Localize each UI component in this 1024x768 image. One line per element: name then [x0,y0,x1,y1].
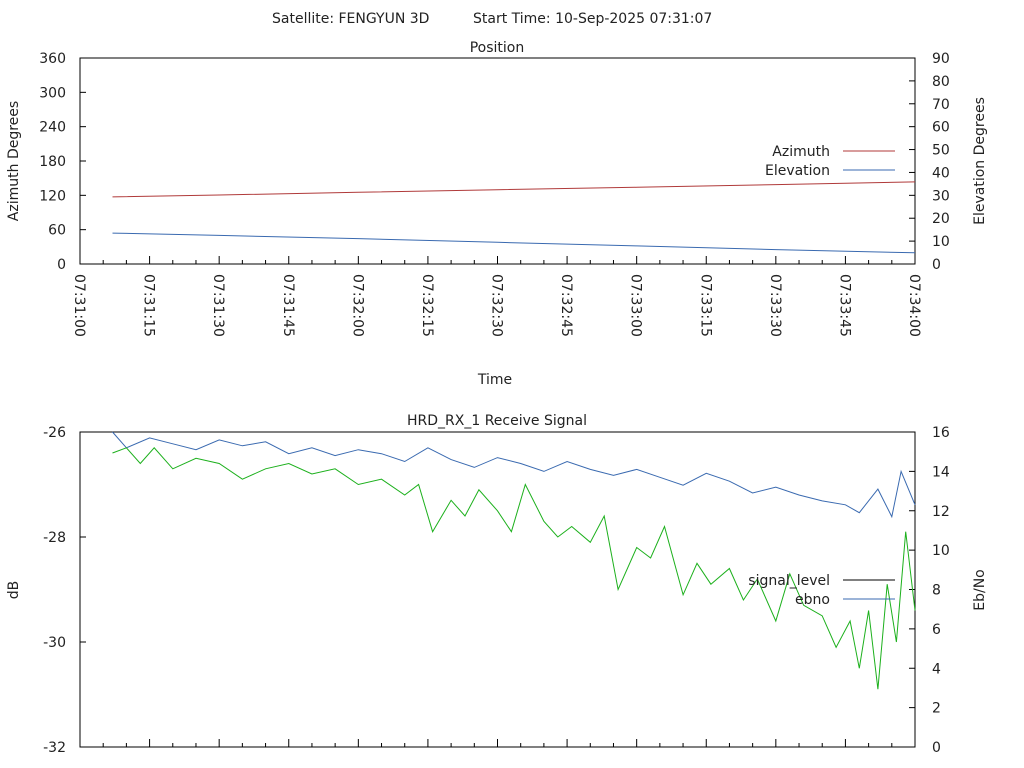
left-y-tick-label: 180 [39,154,66,170]
left-y-tick-label: 120 [39,188,66,204]
position-plot-area [79,57,916,265]
x-tick-label: 07:32:45 [558,274,574,337]
right-y-tick-label: 50 [932,143,950,159]
x-tick-label: 07:33:15 [697,274,713,337]
position-legend: Azimuth Elevation [765,144,895,179]
right-y-tick-label: 30 [932,188,950,204]
right-y-tick-label: 90 [932,51,950,67]
right-y-tick-label: 10 [932,234,950,250]
left-y-tick-label: 0 [57,257,66,273]
satellite-name: Satellite: FENGYUN 3D [272,11,429,27]
x-tick-label: 07:31:30 [210,274,226,337]
right-y-tick-label: 0 [932,257,941,273]
x-tick-label: 07:33:45 [836,274,852,337]
elevation-axis-label: Elevation Degrees [972,97,988,225]
series-line-unlabeled-2 [112,447,916,690]
db-axis-label: dB [6,581,22,600]
right-y-tick-label: 80 [932,74,950,90]
x-tick-label: 07:32:00 [349,274,365,337]
x-tick-label: 07:31:45 [280,274,296,337]
x-tick-label: 07:32:15 [419,274,435,337]
x-tick-label: 07:34:00 [906,274,922,337]
right-y-tick-label: 2 [932,701,941,717]
right-y-tick-label: 40 [932,165,950,181]
start-time: Start Time: 10-Sep-2025 07:31:07 [473,11,712,27]
right-y-tick-label: 0 [932,740,941,756]
left-y-tick-label: 60 [48,223,66,239]
series-line-Azimuth [112,181,916,198]
left-y-tick-label: 300 [39,85,66,101]
ebno-axis-label: Eb/No [972,569,988,611]
right-y-tick-label: 6 [932,622,941,638]
legend-elevation-label: Elevation [765,163,830,179]
position-chart: Position Azimuth Degrees Elevation Degre… [6,40,988,388]
position-chart-title: Position [470,40,525,56]
series-line-Elevation [112,232,916,254]
signal-chart: HRD_RX_1 Receive Signal dB Eb/No -32 -30 -… [6,413,988,756]
right-y-tick-label: 16 [932,425,950,441]
legend-ebno-label: ebno [795,592,830,608]
left-y-tick-label: 240 [39,120,66,136]
signal-legend: signal_level ebno [748,573,895,608]
x-tick-label: 07:31:15 [141,274,157,337]
left-y-tick-label: -30 [43,635,66,651]
azimuth-axis-label: Azimuth Degrees [6,101,22,221]
x-tick-label: 07:33:00 [628,274,644,337]
signal-chart-title: HRD_RX_1 Receive Signal [407,413,587,429]
legend-signal-level-label: signal_level [748,573,830,589]
right-y-tick-label: 14 [932,464,950,480]
right-y-tick-label: 60 [932,120,950,136]
left-y-tick-label: -32 [43,740,66,756]
signal-plot-area [79,431,916,748]
right-y-tick-label: 8 [932,583,941,599]
right-y-tick-label: 20 [932,211,950,227]
right-y-tick-label: 10 [932,543,950,559]
x-tick-label: 07:31:00 [71,274,87,337]
left-y-tick-label: -28 [43,530,66,546]
left-y-tick-label: -26 [43,425,66,441]
x-tick-label: 07:32:30 [489,274,505,337]
right-y-tick-label: 4 [932,661,941,677]
time-axis-label: Time [477,372,512,388]
legend-azimuth-label: Azimuth [772,144,830,160]
right-y-tick-label: 12 [932,504,950,520]
right-y-tick-label: 70 [932,97,950,113]
series-line-ebno [112,431,916,519]
left-y-tick-label: 360 [39,51,66,67]
x-tick-label: 07:33:30 [767,274,783,337]
